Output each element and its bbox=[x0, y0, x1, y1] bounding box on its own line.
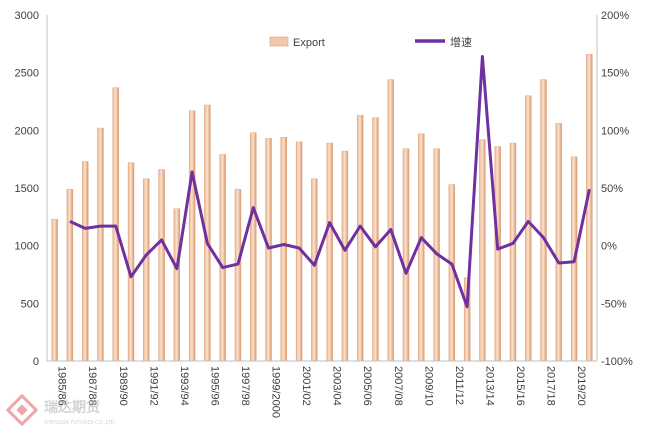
watermark-logo-icon: 瑞达期货 SHENGDA FUTURES CO.,LTD. bbox=[5, 393, 117, 427]
export-bar bbox=[219, 154, 226, 362]
export-bar bbox=[555, 123, 563, 362]
growth-line-layer bbox=[69, 55, 591, 309]
export-bar bbox=[356, 115, 364, 362]
right-axis-ticks: -100% -50% 0% 50% 100% 150% 200% bbox=[601, 10, 633, 368]
x-axis-ticks: 1985/86 1987/88 1989/90 1991/92 1993/94 1995/… bbox=[56, 366, 587, 418]
export-bar bbox=[173, 208, 181, 362]
export-bar bbox=[234, 188, 242, 362]
right-tick-label: 150% bbox=[601, 68, 629, 80]
axes bbox=[46, 15, 598, 362]
right-tick-label: 100% bbox=[601, 125, 629, 137]
legend: Export 增速 bbox=[269, 35, 472, 49]
export-bar bbox=[188, 110, 196, 362]
export-bar bbox=[158, 169, 165, 362]
x-tick-label: 1989/90 bbox=[117, 366, 129, 406]
export-bar bbox=[97, 127, 104, 362]
export-bar bbox=[265, 138, 272, 362]
right-tick-label: -100% bbox=[601, 356, 633, 368]
export-bar bbox=[112, 87, 119, 362]
left-tick-label: 1000 bbox=[15, 241, 39, 253]
export-bar bbox=[143, 178, 150, 362]
x-tick-label: 2003/04 bbox=[331, 366, 343, 406]
left-tick-label: 1500 bbox=[15, 183, 39, 195]
x-tick-label: 2001/02 bbox=[300, 366, 312, 406]
left-tick-label: 0 bbox=[33, 356, 39, 368]
export-bar bbox=[51, 218, 58, 362]
x-tick-label: 1999/2000 bbox=[270, 366, 282, 418]
x-tick-label: 2015/16 bbox=[514, 366, 526, 406]
x-tick-label: 2005/06 bbox=[361, 366, 373, 406]
right-tick-label: -50% bbox=[601, 298, 627, 310]
export-bar bbox=[341, 150, 349, 362]
left-tick-label: 500 bbox=[21, 298, 39, 310]
export-bar bbox=[372, 117, 379, 362]
export-bar bbox=[586, 54, 593, 362]
x-tick-label: 1995/96 bbox=[208, 366, 220, 406]
export-bar bbox=[81, 161, 89, 362]
right-tick-label: 50% bbox=[601, 183, 623, 195]
export-bars bbox=[51, 54, 593, 362]
export-bar bbox=[509, 142, 517, 362]
left-axis-ticks: 0 500 1000 1500 2000 2500 3000 bbox=[15, 10, 39, 368]
export-bar bbox=[479, 139, 486, 362]
legend-label-growth: 增速 bbox=[450, 35, 472, 49]
export-bar bbox=[525, 95, 532, 362]
left-tick-label: 2000 bbox=[15, 125, 39, 137]
x-tick-label: 2007/08 bbox=[392, 366, 404, 406]
export-bar bbox=[280, 137, 288, 362]
x-tick-label: 1997/98 bbox=[239, 366, 251, 406]
left-tick-label: 2500 bbox=[15, 68, 39, 80]
x-tick-label: 1991/92 bbox=[147, 366, 159, 406]
export-bar bbox=[250, 132, 257, 362]
legend-swatch-export bbox=[269, 36, 289, 47]
right-tick-label: 0% bbox=[601, 241, 617, 253]
export-bar bbox=[494, 146, 501, 362]
growth-rate-line bbox=[69, 55, 591, 309]
right-tick-label: 200% bbox=[601, 10, 629, 22]
export-bar bbox=[66, 188, 74, 362]
export-bar bbox=[326, 142, 333, 362]
export-bar bbox=[127, 162, 135, 362]
x-tick-label: 2011/12 bbox=[453, 366, 465, 405]
left-tick-label: 3000 bbox=[15, 10, 39, 22]
export-bar bbox=[387, 79, 394, 362]
export-bar bbox=[418, 133, 425, 362]
x-tick-label: 1987/88 bbox=[86, 366, 98, 406]
x-tick-label: 2019/20 bbox=[575, 366, 587, 406]
legend-label-export: Export bbox=[293, 37, 325, 49]
watermark-subtext: SHENGDA FUTURES CO.,LTD. bbox=[44, 420, 117, 426]
export-bar bbox=[540, 79, 547, 362]
x-tick-label: 2017/18 bbox=[545, 366, 557, 406]
x-tick-label: 1993/94 bbox=[178, 366, 190, 406]
x-tick-label: 2013/14 bbox=[483, 366, 495, 406]
export-bar bbox=[402, 148, 410, 362]
export-bar bbox=[311, 178, 318, 362]
x-tick-label: 2009/10 bbox=[422, 366, 434, 406]
watermark-text: 瑞达期货 bbox=[44, 399, 100, 416]
watermark-logo: 瑞达期货 SHENGDA FUTURES CO.,LTD. bbox=[4, 384, 124, 434]
x-tick-label: 1985/86 bbox=[56, 366, 68, 406]
